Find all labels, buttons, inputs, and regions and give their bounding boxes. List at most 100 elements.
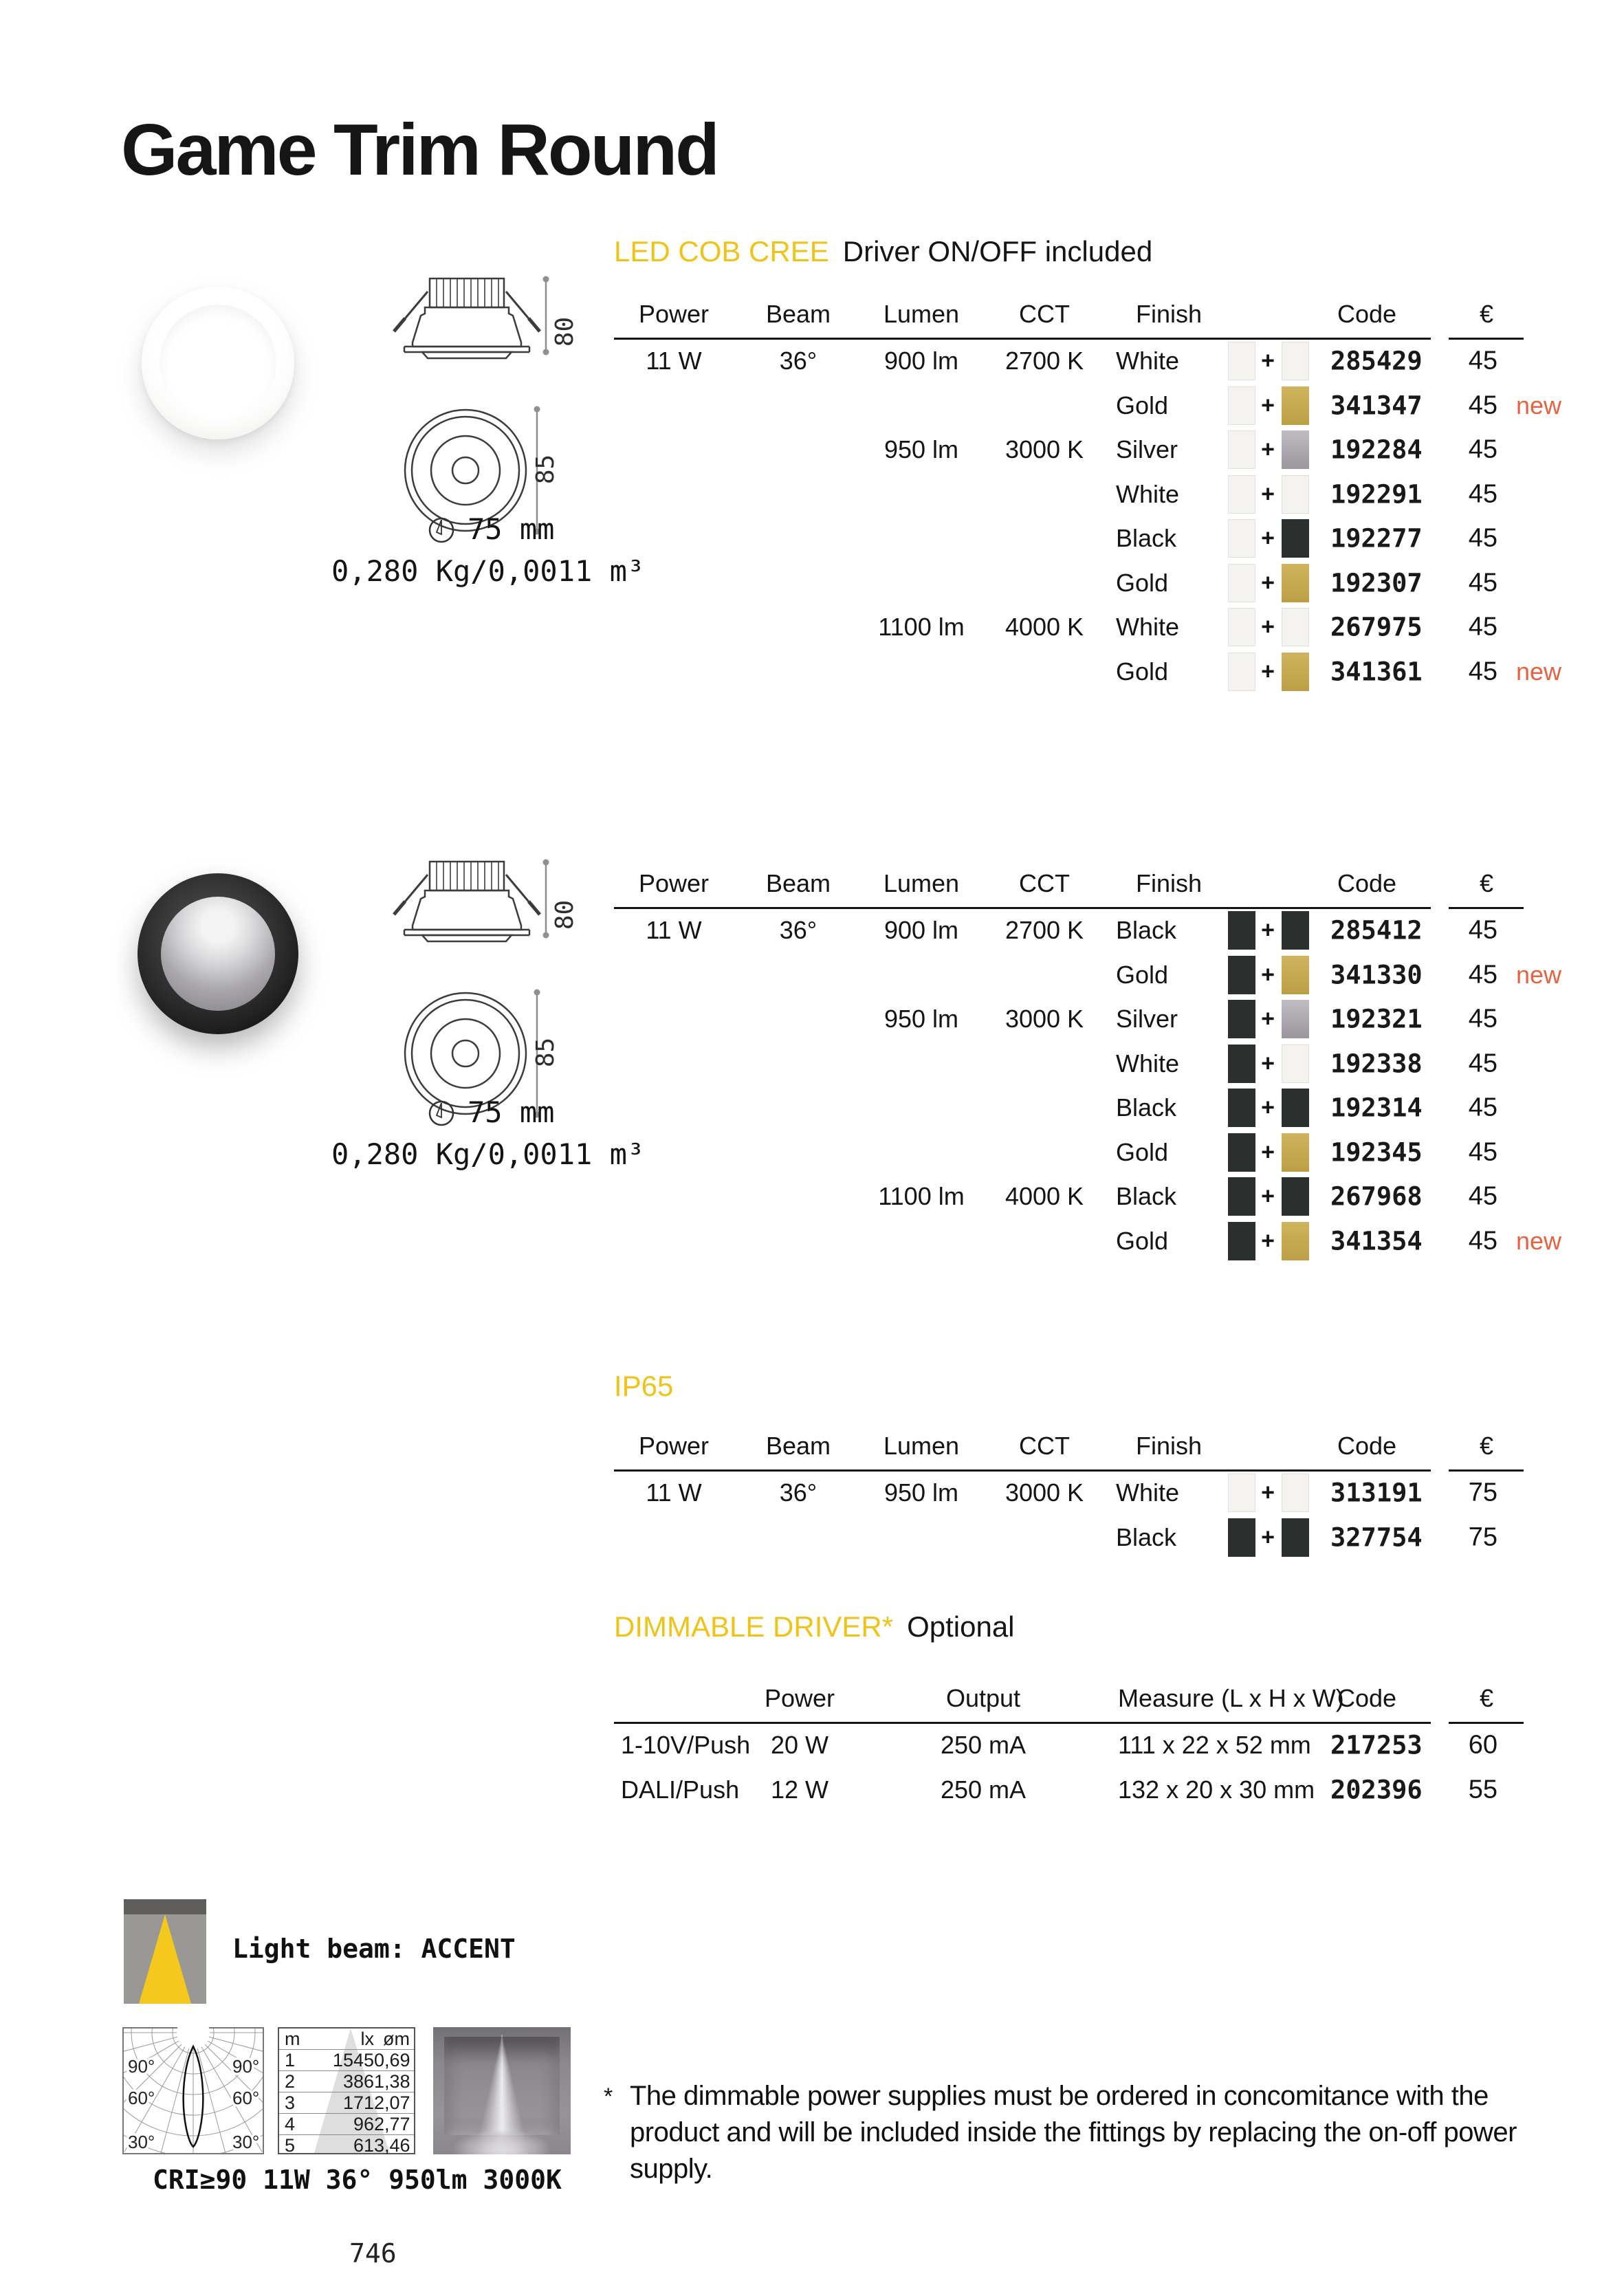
svg-text:60°: 60° [232,2088,259,2108]
hole-diameter: 75 mm [426,512,554,546]
photometric-polar-diagram: 90° 60° 30° 90° 60° 30° [122,2016,264,2158]
finish-swatch-black [1228,1089,1255,1127]
ceiling-bar [124,1899,206,1914]
cell: 5 [285,2135,296,2156]
cell-finish: Black [1116,916,1177,944]
column-header-power: Power [638,1432,710,1460]
table-header-row: Power Beam Lumen CCT Finish Code € [614,292,1590,336]
table-row: Gold +341354 45 new [614,1219,1590,1263]
dimension-diameter: 85 [531,454,560,485]
column-header-code: Code [1337,300,1397,328]
cell-cct: 4000 K [1005,613,1084,641]
plus-sign: + [1261,1227,1275,1254]
cell-finish: Silver [1116,435,1178,463]
light-beam-icon [124,1899,206,2004]
finish-swatch-black [1228,1133,1255,1172]
footnote-line: product and will be included inside the … [630,2117,1517,2147]
section-suffix: Driver ON/OFF included [842,235,1153,267]
table-row: 1100 lm 4000 K White +267975 45 [614,605,1590,649]
column-header-finish: Finish [1135,869,1203,897]
cell-cct: 3000 K [1005,435,1084,463]
dimension-height: 80 [551,899,580,930]
cell-lumen: 900 lm [884,347,959,375]
cell-cct: 2700 K [1005,916,1084,944]
table-row: 1-10V/Push 20 W 250 mA 111 x 22 x 52 mm 2172… [614,1723,1590,1767]
finish-swatch-black [1282,519,1309,558]
cell-driver-type: DALI/Push [621,1775,740,1804]
cell-power: 20 W [770,1731,829,1759]
svg-text:90°: 90° [128,2056,155,2077]
column-header-€: € [1479,1432,1494,1460]
table-row: 950 lm 3000 K Silver +192284 45 [614,428,1590,472]
lux-table-header: m lx øm [279,2029,414,2051]
svg-text:60°: 60° [128,2088,155,2108]
plus-sign: + [1261,1094,1275,1121]
finish-swatch-white [1282,608,1309,646]
footnote-line: The dimmable power supplies must be orde… [630,2081,1489,2111]
table-row: Gold +341330 45 new [614,953,1590,997]
finish-swatch-black [1282,1089,1309,1127]
cell-driver-type: 1-10V/Push [621,1731,751,1759]
cell: 3 [285,2092,296,2114]
column-header-lumen: Lumen [883,300,960,328]
hole-diameter-value: 75 mm [468,1095,555,1129]
price-eur: 45 [1468,1181,1497,1211]
section-header-dimmable-driver: DIMMABLE DRIVER* Optional [614,1610,1015,1643]
cell: 1545 [332,2050,374,2071]
finish-swatch-gold [1282,1133,1309,1172]
finish-swatch-black [1228,1000,1255,1038]
weight-volume: 0,280 Kg/0,0011 m³ [331,1137,645,1171]
technical-drawing-top [404,406,540,535]
product-code: 202396 [1330,1775,1423,1804]
column-header-cct: CCT [1019,869,1070,897]
hole-diameter-value: 75 mm [468,512,555,546]
price-eur: 75 [1468,1522,1497,1551]
header-rule [614,1722,1431,1724]
header-rule [614,907,1431,909]
product-code: 192321 [1330,1004,1423,1034]
dimension-line [534,989,540,1118]
column-header-€: € [1479,300,1494,328]
cell-lumen: 1100 lm [878,613,965,641]
cell: øm [383,2029,410,2049]
dimension-line [542,859,549,939]
cell-measure: 132 x 20 x 30 mm [1118,1775,1315,1804]
cell-finish: Silver [1116,1005,1178,1033]
cell-beam: 36° [779,1478,818,1507]
price-eur: 45 [1468,346,1497,375]
cell-finish: Gold [1116,960,1169,989]
cell-finish: Gold [1116,1137,1169,1166]
table-row: White +192338 45 [614,1042,1590,1086]
table-header-row: Power Beam Lumen CCT Finish Code € [614,1424,1590,1468]
footnote-marker: * [604,2084,613,2110]
price-eur: 45 [1468,1226,1497,1255]
cell-power: 12 W [770,1775,829,1804]
product-code: 192284 [1330,435,1423,465]
price-eur: 55 [1468,1775,1497,1804]
plus-sign: + [1261,658,1275,684]
plus-sign: + [1261,1139,1275,1165]
finish-swatch-gold [1282,1221,1309,1260]
product-code: 313191 [1330,1478,1423,1508]
price-eur: 45 [1468,1049,1497,1078]
product-photo [142,287,294,439]
hole-diameter-icon [428,1100,454,1126]
cell-finish: Gold [1116,391,1169,419]
table-row: Gold +341347 45 new [614,384,1590,428]
euro-rule [1449,338,1524,340]
cell-finish: Gold [1116,657,1169,686]
table-row: Gold +341361 45 new [614,650,1590,694]
finish-swatch-white [1282,342,1309,380]
price-eur: 45 [1468,568,1497,597]
hole-diameter: 75 mm [426,1095,554,1129]
price-eur: 45 [1468,479,1497,508]
price-eur: 45 [1468,391,1497,419]
section-label: LED COB CREE [614,235,829,267]
finish-swatch-white [1282,1044,1309,1083]
finish-swatch-white [1228,430,1255,469]
plus-sign: + [1261,1050,1275,1076]
header-rule [614,1469,1431,1472]
column-header-finish: Finish [1135,1432,1203,1460]
finish-swatch-black [1228,911,1255,950]
table-row: 950 lm 3000 K Silver +192321 45 [614,997,1590,1041]
